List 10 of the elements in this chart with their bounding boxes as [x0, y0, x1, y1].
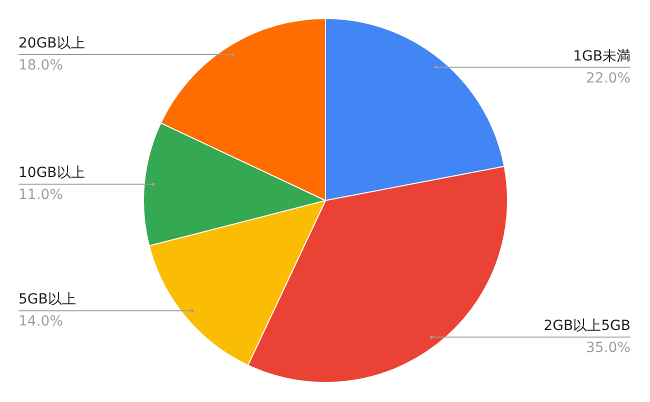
data-label: 18.0%	[18, 58, 63, 74]
slice-label: 5GB以上	[18, 292, 76, 308]
slice-label: 20GB以上	[18, 36, 85, 52]
data-label: 11.0%	[18, 187, 63, 204]
data-label: 35.0%	[586, 340, 631, 356]
data-label: 14.0%	[18, 314, 63, 330]
slice-label: 2GB以上5GB	[544, 318, 631, 334]
slice-label: 1GB未満	[573, 48, 631, 64]
data-label: 22.0%	[586, 70, 631, 86]
slice-label: 10GB以上	[18, 165, 85, 182]
